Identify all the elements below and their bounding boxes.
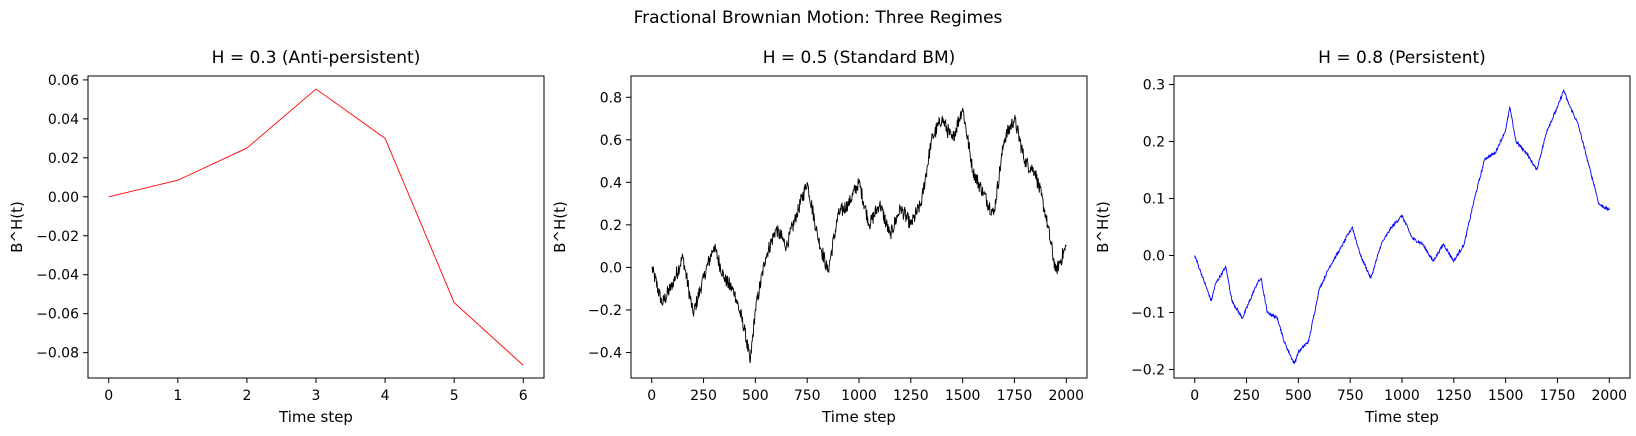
- axes-frame: [630, 75, 1088, 379]
- x-axis-label: Time step: [821, 408, 896, 426]
- y-tick-label: 0.0: [1143, 248, 1165, 264]
- x-tick-label: 1: [173, 388, 182, 404]
- y-tick-label: −0.02: [36, 229, 79, 245]
- y-tick-label: −0.2: [588, 303, 622, 319]
- x-tick-label: 500: [742, 388, 769, 404]
- x-tick-label: 0: [647, 388, 656, 404]
- x-tick-label: 0: [1190, 388, 1199, 404]
- x-tick-label: 2: [242, 388, 251, 404]
- y-tick-label: 0.2: [600, 218, 622, 234]
- y-tick-label: 0.04: [48, 112, 79, 128]
- subplot-2: H = 0.5 (Standard BM) 0 250 500 750 1000 1250 1…: [551, 48, 1088, 426]
- x-tick-label: 2000: [1048, 388, 1084, 404]
- y-tick-label: 0.00: [48, 190, 79, 206]
- x-tick-label: 5: [450, 388, 459, 404]
- x-tick-label: 750: [1337, 388, 1364, 404]
- x-tick-label: 1750: [997, 388, 1033, 404]
- y-tick-label: 0.6: [600, 133, 622, 149]
- figure-suptitle: Fractional Brownian Motion: Three Regime…: [633, 8, 1003, 28]
- x-tick-label: 1500: [945, 388, 981, 404]
- y-tick-label: −0.2: [1131, 362, 1165, 378]
- x-tick-label: 0: [104, 388, 113, 404]
- y-tick-label: −0.1: [1131, 305, 1165, 321]
- subplot-3: H = 0.8 (Persistent) 0 250 500 750 1000 1250 15…: [1094, 48, 1631, 426]
- y-tick-label: 0.1: [1143, 192, 1165, 208]
- y-tick-label: −0.04: [36, 268, 79, 284]
- y-tick-label: −0.4: [588, 345, 622, 361]
- x-tick-label: 1750: [1540, 388, 1576, 404]
- x-tick-label: 4: [381, 388, 390, 404]
- y-tick-label: 0.2: [1143, 135, 1165, 151]
- x-tick-label: 250: [690, 388, 717, 404]
- y-tick-label: 0.8: [600, 90, 622, 106]
- y-tick-label: 0.4: [600, 175, 622, 191]
- x-tick-label: 500: [1285, 388, 1312, 404]
- series-line-1: [108, 88, 524, 366]
- y-tick-label: 0.3: [1143, 78, 1165, 94]
- y-tick-label: −0.08: [36, 346, 79, 362]
- y-tick-label: 0.0: [600, 260, 622, 276]
- subplot-title: H = 0.3 (Anti-persistent): [212, 48, 421, 68]
- axes-frame: [87, 75, 545, 379]
- x-tick-label: 1000: [841, 388, 877, 404]
- x-tick-label: 1250: [893, 388, 929, 404]
- y-tick-label: −0.06: [36, 307, 79, 323]
- series-line-1: [1194, 88, 1610, 364]
- x-tick-label: 2000: [1591, 388, 1627, 404]
- subplot-title: H = 0.8 (Persistent): [1318, 48, 1486, 68]
- y-axis-label: B^H(t): [8, 201, 26, 253]
- series-line-1: [651, 107, 1067, 364]
- subplot-title: H = 0.5 (Standard BM): [763, 48, 956, 68]
- subplot-1: H = 0.3 (Anti-persistent) 0 1 2 3 4 5 6 −0.08 −0.…: [8, 48, 545, 426]
- x-tick-label: 1500: [1488, 388, 1524, 404]
- axes-frame: [1173, 75, 1631, 379]
- y-axis-label: B^H(t): [1094, 201, 1112, 253]
- y-tick-label: 0.06: [48, 73, 79, 89]
- x-tick-label: 1000: [1384, 388, 1420, 404]
- y-tick-label: 0.02: [48, 151, 79, 167]
- x-axis-label: Time step: [1364, 408, 1439, 426]
- x-tick-label: 6: [519, 388, 528, 404]
- x-tick-label: 3: [312, 388, 321, 404]
- y-axis-label: B^H(t): [551, 201, 569, 253]
- x-tick-label: 250: [1233, 388, 1260, 404]
- x-tick-label: 1250: [1436, 388, 1472, 404]
- x-tick-label: 750: [794, 388, 821, 404]
- x-axis-label: Time step: [278, 408, 353, 426]
